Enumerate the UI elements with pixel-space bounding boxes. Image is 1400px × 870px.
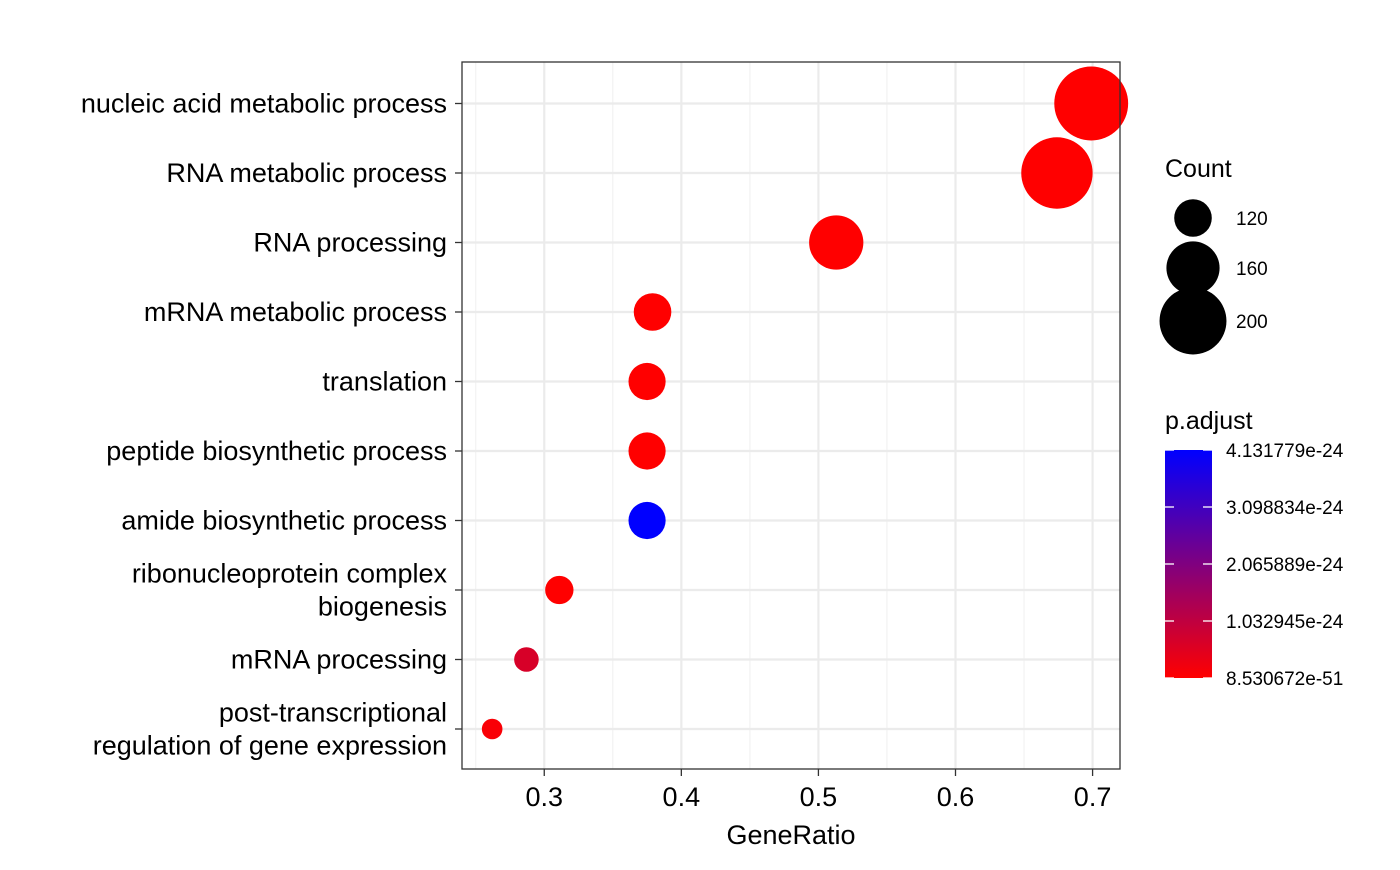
grid-lines (462, 62, 1120, 769)
point-amide-biosynthetic-process (628, 501, 666, 540)
p-adjust-legend-title: p.adjust (1165, 407, 1253, 435)
y-tick-label-amide-biosynthetic-process: amide biosynthetic process (121, 506, 447, 536)
point-mrna-metabolic-process (633, 293, 672, 331)
point-post-transcriptional-regulation-of-gene-expression (481, 718, 503, 740)
plot-panel-border (461, 61, 1121, 770)
y-tick-label-peptide-biosynthetic-process: peptide biosynthetic process (106, 436, 447, 466)
x-tick-label: 0.5 (800, 782, 838, 812)
data-points (481, 66, 1129, 740)
p-adjust-legend-label: 1.032945e-24 (1226, 612, 1344, 633)
p-adjust-legend-label: 8.530672e-51 (1226, 669, 1343, 690)
point-ribonucleoprotein-complex-biogenesis (545, 575, 574, 605)
point-nucleic-acid-metabolic-process (1054, 66, 1129, 141)
count-legend-label-200: 200 (1236, 312, 1268, 333)
count-legend-label-120: 120 (1236, 209, 1268, 230)
point-peptide-biosynthetic-process (628, 432, 666, 470)
p-adjust-legend-label: 3.098834e-24 (1226, 498, 1344, 519)
p-adjust-legend-label: 2.065889e-24 (1226, 555, 1344, 576)
point-mrna-processing (514, 647, 539, 672)
point-rna-processing (809, 215, 864, 270)
point-rna-metabolic-process (1021, 137, 1093, 209)
count-size-legend: Count 120 160 200 (1159, 155, 1268, 355)
y-tick-label-rna-processing: RNA processing (253, 228, 447, 258)
count-legend-key-200 (1159, 287, 1227, 355)
p-adjust-legend-label: 4.131779e-24 (1226, 441, 1344, 462)
y-axis: nucleic acid metabolic process RNA metabo… (81, 89, 462, 761)
count-legend-key-120 (1174, 199, 1212, 237)
y-tick-label-ribonucleoprotein-complex-biogenesis: ribonucleoprotein complex biogenesis (132, 559, 448, 622)
count-legend-key-160 (1166, 241, 1220, 295)
count-legend-label-160: 160 (1236, 259, 1268, 280)
point-translation (628, 362, 666, 401)
x-tick-label: 0.7 (1074, 782, 1112, 812)
x-tick-label: 0.6 (937, 782, 975, 812)
y-tick-label-mrna-processing: mRNA processing (231, 645, 447, 675)
y-tick-label-post-transcriptional-regulation-of-gene-expression: post-transcriptional regulation of gene e… (93, 698, 447, 761)
p-adjust-color-legend: p.adjust 4.131779e-24 3.098834e-24 2.06588… (1165, 407, 1344, 690)
x-axis: 0.3 0.4 0.5 0.6 0.7 (525, 769, 1111, 812)
y-tick-label-nucleic-acid-metabolic-process: nucleic acid metabolic process (81, 89, 447, 119)
y-tick-label-translation: translation (322, 367, 447, 397)
x-tick-label: 0.4 (663, 782, 701, 812)
x-tick-label: 0.3 (525, 782, 563, 812)
x-axis-title: GeneRatio (726, 820, 855, 850)
y-tick-label-rna-metabolic-process: RNA metabolic process (166, 158, 447, 188)
y-tick-label-mrna-metabolic-process: mRNA metabolic process (144, 297, 447, 327)
count-legend-title: Count (1165, 155, 1232, 183)
